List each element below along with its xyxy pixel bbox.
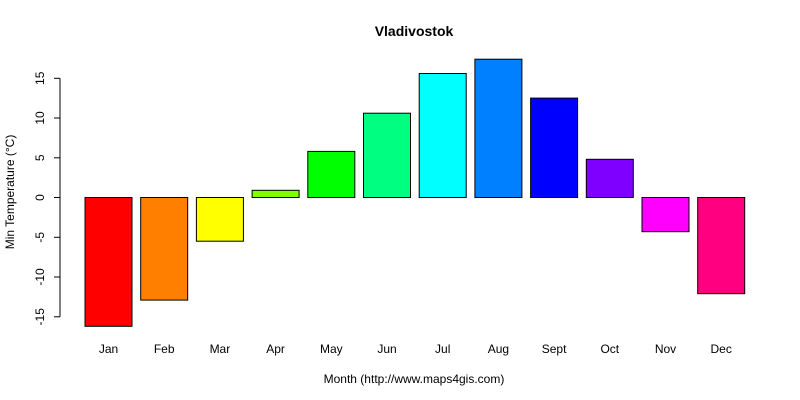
x-tick-label-sept: Sept xyxy=(542,342,567,356)
bar-feb xyxy=(140,197,189,301)
x-tick-label-mar: Mar xyxy=(210,342,231,356)
bar-sept xyxy=(530,97,579,198)
x-tick-label-jun: Jun xyxy=(377,342,396,356)
y-tick-label: -15 xyxy=(33,308,47,326)
bar-jun xyxy=(363,112,411,198)
x-tick-label-apr: Apr xyxy=(266,342,285,356)
bar-aug xyxy=(474,58,523,199)
x-tick-label-nov: Nov xyxy=(655,342,676,356)
x-tick-label-jan: Jan xyxy=(99,342,118,356)
x-tick-label-oct: Oct xyxy=(600,342,619,356)
x-tick-label-may: May xyxy=(320,342,343,356)
bars-group xyxy=(84,58,746,327)
y-tick-label: 10 xyxy=(33,111,47,125)
bar-jan xyxy=(84,197,133,327)
bar-dec xyxy=(697,197,746,295)
y-tick-label: 15 xyxy=(33,71,47,85)
x-tick-label-feb: Feb xyxy=(154,342,175,356)
y-tick-label: 0 xyxy=(33,194,47,201)
y-axis-label: Min Temperature (°C) xyxy=(3,135,17,250)
bar-may xyxy=(307,150,356,198)
y-tick-label: -5 xyxy=(33,232,47,243)
bar-apr xyxy=(251,189,300,199)
x-axis-label: Month (http://www.maps4gis.com) xyxy=(324,372,505,386)
x-tick-label-jul: Jul xyxy=(435,342,450,356)
x-tick-label-aug: Aug xyxy=(488,342,509,356)
x-tick-label-dec: Dec xyxy=(711,342,732,356)
bar-oct xyxy=(585,158,634,199)
x-axis-labels: Jan Feb Mar Apr May Jun Jul Aug Sept Oct Nov Dec xyxy=(99,342,732,356)
y-axis: -15 -10 -5 0 5 10 15 xyxy=(33,71,61,326)
y-tick-label: -10 xyxy=(33,268,47,286)
bar-nov xyxy=(641,197,690,233)
bar-mar xyxy=(195,197,244,242)
chart-title: Vladivostok xyxy=(375,23,454,39)
y-tick-label: 5 xyxy=(33,154,47,161)
bar-jul xyxy=(418,73,467,198)
